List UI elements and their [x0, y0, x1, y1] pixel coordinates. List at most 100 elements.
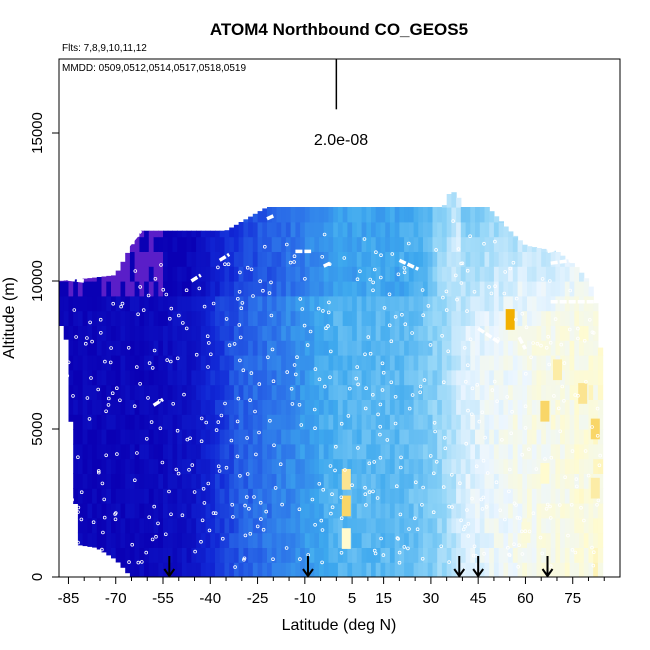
curtain-cell	[219, 414, 225, 430]
curtain-cell	[470, 384, 476, 400]
curtain-cell	[569, 547, 575, 563]
curtain-cell	[262, 473, 268, 489]
curtain-cell	[125, 252, 131, 267]
curtain-cell	[503, 503, 509, 519]
curtain-cell	[522, 503, 528, 519]
sample-dot	[503, 270, 508, 274]
curtain-cell	[446, 414, 452, 430]
curtain-cell	[385, 384, 391, 400]
curtain-cell	[432, 236, 438, 252]
sample-dot	[261, 527, 266, 532]
sample-dot	[387, 292, 392, 297]
curtain-cell	[536, 503, 542, 519]
curtain-cell	[451, 399, 457, 415]
curtain-cell	[181, 517, 188, 534]
curtain-cell	[446, 194, 452, 208]
curtain-cell	[441, 488, 448, 504]
curtain-cell	[456, 503, 462, 519]
curtain-cell	[87, 414, 93, 430]
curtain-cell	[441, 443, 448, 460]
curtain-cell	[106, 503, 112, 519]
curtain-cell	[134, 325, 140, 341]
curtain-cell	[408, 325, 415, 341]
curtain-cell	[285, 399, 292, 415]
curtain-cell	[252, 547, 259, 563]
curtain-cell	[418, 517, 424, 534]
curtain-cell	[432, 340, 438, 356]
curtain-cell	[238, 473, 244, 489]
sample-dot	[562, 398, 566, 403]
curtain-cell	[177, 230, 183, 238]
curtain-cell	[163, 532, 169, 548]
curtain-cell	[205, 473, 211, 489]
sample-dot	[463, 524, 467, 529]
curtain-cell	[564, 355, 571, 371]
curtain-cell	[267, 295, 273, 312]
sample-dot	[459, 518, 463, 523]
curtain-cell	[484, 295, 490, 312]
curtain-cell	[210, 429, 216, 445]
curtain-cell	[574, 414, 580, 430]
sample-dot	[319, 518, 324, 523]
curtain-cell	[276, 355, 282, 371]
sample-dot	[362, 237, 367, 241]
sample-dot	[204, 420, 209, 425]
sample-dot	[70, 497, 74, 502]
curtain-cell	[153, 503, 159, 519]
curtain-cell	[423, 414, 429, 430]
curtain-cell	[555, 266, 561, 282]
sample-dot	[520, 552, 525, 556]
curtain-cell	[404, 429, 410, 445]
curtain-cell	[285, 532, 292, 548]
curtain-cell	[300, 251, 306, 267]
curtain-cell	[555, 443, 561, 460]
curtain-cell	[125, 384, 131, 400]
sample-dot	[147, 515, 152, 519]
curtain-cell	[205, 369, 211, 386]
sample-dot	[591, 563, 596, 568]
curtain-cell	[366, 562, 372, 577]
curtain-cell	[191, 488, 197, 504]
curtain-cell	[92, 277, 98, 282]
curtain-cell	[229, 369, 235, 386]
curtain-cell	[569, 429, 575, 445]
sample-dot	[464, 441, 469, 446]
curtain-cell	[233, 547, 240, 563]
sample-dot	[579, 505, 583, 510]
curtain-cell	[399, 488, 405, 504]
curtain-cell	[394, 310, 400, 326]
dates-note: MMDD: 0509,0512,0514,0517,0518,0519	[62, 63, 246, 74]
curtain-cell	[399, 369, 405, 386]
curtain-cell	[233, 399, 240, 415]
curtain-cell	[437, 503, 443, 519]
curtain-cell	[550, 281, 556, 297]
curtain-cell	[87, 325, 93, 341]
curtain-cell	[597, 369, 604, 386]
curtain-cell	[82, 488, 88, 504]
curtain-cell	[281, 532, 287, 548]
sample-dot	[493, 284, 497, 289]
sample-dot	[356, 382, 360, 387]
curtain-cell	[347, 221, 353, 238]
curtain-cell	[560, 281, 566, 297]
sample-dot	[446, 349, 451, 354]
curtain-cell	[404, 503, 410, 519]
curtain-cell	[210, 503, 216, 519]
curtain-cell	[470, 355, 476, 371]
sample-dot	[428, 343, 433, 347]
sample-dot	[590, 425, 594, 429]
curtain-cell	[120, 384, 126, 400]
curtain-cell	[196, 384, 202, 400]
curtain-cell	[158, 488, 164, 504]
sample-dot	[99, 554, 104, 558]
curtain-cell	[129, 244, 136, 252]
curtain-cell	[531, 310, 538, 326]
sample-dot	[193, 549, 197, 554]
curtain-cell	[583, 429, 590, 445]
curtain-cell	[111, 488, 117, 504]
sample-dot	[107, 558, 111, 562]
curtain-cell	[111, 355, 117, 371]
curtain-cell	[432, 473, 438, 489]
curtain-cell	[503, 532, 509, 548]
curtain-cell	[460, 414, 467, 430]
